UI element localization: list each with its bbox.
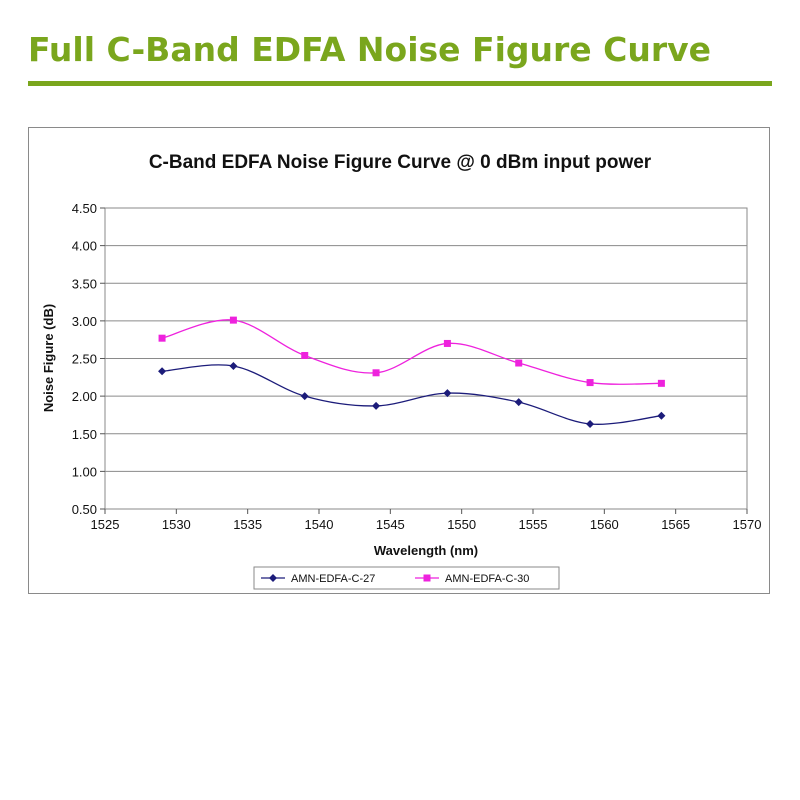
y-axis-label: Noise Figure (dB) [41, 304, 56, 412]
x-axis-ticks: 1525 1530 1535 1540 1545 1550 1555 1560 1565 1570 [91, 509, 762, 532]
y-tick-label: 1.00 [72, 464, 97, 479]
series-layer [158, 316, 666, 428]
x-tick-label: 1530 [162, 517, 191, 532]
data-point [229, 362, 238, 371]
legend-marker [423, 574, 431, 582]
x-tick-label: 1550 [447, 517, 476, 532]
data-point [657, 411, 666, 420]
legend-marker [269, 574, 277, 582]
y-axis-ticks: 0.50 1.00 1.50 2.00 2.50 3.00 3.50 4.00 4.50 [72, 201, 105, 517]
legend-box [253, 566, 560, 590]
series-line [161, 319, 662, 385]
data-point [443, 339, 451, 347]
data-point [443, 389, 452, 398]
x-tick-label: 1535 [233, 517, 262, 532]
x-axis-label: Wavelength (nm) [374, 543, 478, 558]
x-tick-label: 1570 [733, 517, 762, 532]
y-tick-label: 4.00 [72, 239, 97, 254]
x-tick-label: 1525 [91, 517, 120, 532]
x-tick-label: 1540 [305, 517, 334, 532]
series-2 [158, 316, 665, 387]
legend-entry: AMN-EDFA-C-30 [445, 573, 529, 585]
y-tick-label: 2.50 [72, 352, 97, 367]
y-tick-label: 2.00 [72, 389, 97, 404]
data-point [372, 401, 381, 410]
y-tick-label: 3.50 [72, 276, 97, 291]
series-line [162, 364, 662, 425]
y-tick-label: 1.50 [72, 427, 97, 442]
title-divider [28, 81, 772, 86]
series-1 [158, 362, 666, 428]
chart-title: C-Band EDFA Noise Figure Curve @ 0 dBm i… [149, 152, 652, 173]
data-point [158, 367, 167, 376]
legend-entry: AMN-EDFA-C-27 [291, 573, 375, 585]
data-point [515, 359, 523, 367]
x-tick-label: 1545 [376, 517, 405, 532]
page-title: Full C-Band EDFA Noise Figure Curve [28, 30, 712, 69]
noise-figure-chart: C-Band EDFA Noise Figure Curve @ 0 dBm i… [41, 152, 762, 590]
data-point [514, 398, 523, 407]
y-tick-label: 4.50 [72, 201, 97, 216]
data-point [158, 334, 166, 342]
data-point [372, 369, 380, 377]
data-point [586, 419, 595, 428]
x-tick-label: 1565 [661, 517, 690, 532]
y-tick-label: 0.50 [72, 502, 97, 517]
y-tick-label: 3.00 [72, 314, 97, 329]
gridlines [105, 245, 747, 472]
chart-frame: C-Band EDFA Noise Figure Curve @ 0 dBm i… [28, 127, 770, 594]
data-point [229, 316, 237, 324]
data-point [586, 379, 594, 387]
x-tick-label: 1560 [590, 517, 619, 532]
data-point [657, 379, 665, 387]
data-point [300, 392, 309, 401]
legend: AMN-EDFA-C-27 AMN-EDFA-C-30 [253, 566, 560, 590]
x-tick-label: 1555 [519, 517, 548, 532]
data-point [301, 351, 309, 359]
